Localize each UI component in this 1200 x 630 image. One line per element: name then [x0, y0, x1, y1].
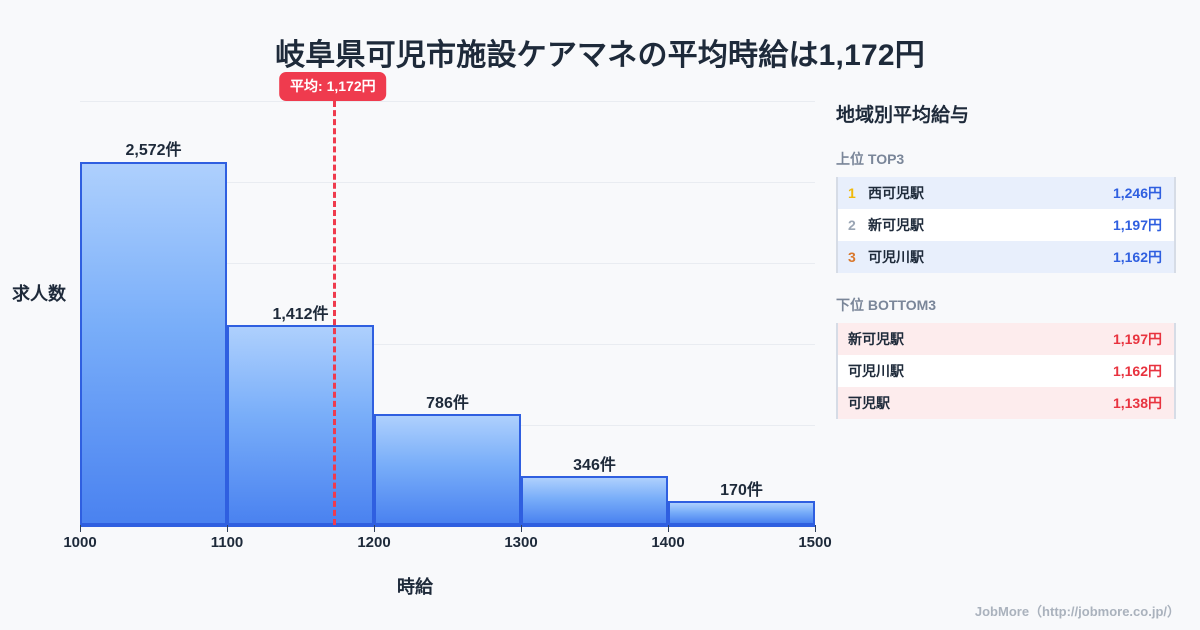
average-line — [332, 101, 336, 525]
rank-number: 2 — [848, 217, 856, 233]
x-axis-tick — [227, 525, 228, 532]
wage-value: 1,197円 — [1112, 217, 1162, 233]
wage-value: 1,246円 — [1112, 185, 1162, 201]
average-badge: 平均: 1,172円 — [279, 72, 387, 101]
bar-value-label: 2,572件 — [125, 142, 182, 160]
x-axis-tick-label: 1000 — [63, 534, 97, 551]
station-name: 可児川駅 — [848, 363, 904, 379]
region-salary-panel: 地域別平均給与 上位 TOP3 1 西可児駅 1,246円 2 新可児駅 1,197円 3 可… — [836, 100, 1176, 441]
bar[interactable] — [80, 161, 227, 525]
x-axis-label: 時給 — [397, 577, 433, 597]
x-axis-tick-label: 1200 — [357, 534, 391, 551]
wage-value: 1,138円 — [1112, 395, 1162, 411]
wage-value: 1,162円 — [1112, 363, 1162, 379]
bar-value-label: 786件 — [426, 394, 469, 412]
gridline — [80, 263, 815, 264]
bar-value-label: 1,412件 — [272, 306, 329, 324]
bottom3-row[interactable]: 新可児駅 1,197円 — [838, 323, 1174, 355]
gridline — [80, 182, 815, 183]
x-axis-tick-label: 1100 — [210, 534, 244, 551]
bar-value-label: 346件 — [573, 457, 616, 475]
x-axis-tick-label: 1400 — [651, 534, 685, 551]
bar[interactable] — [374, 413, 521, 525]
wage-value: 1,197円 — [1112, 331, 1162, 347]
station-name: 可児駅 — [848, 395, 890, 411]
top3-table: 1 西可児駅 1,246円 2 新可児駅 1,197円 3 可児川駅 1,162円 — [836, 177, 1176, 273]
top3-row[interactable]: 3 可児川駅 1,162円 — [838, 241, 1174, 273]
bar[interactable] — [668, 500, 815, 525]
top3-row[interactable]: 2 新可児駅 1,197円 — [838, 209, 1174, 241]
gridline — [80, 101, 815, 102]
bottom3-table: 新可児駅 1,197円可児川駅 1,162円可児駅 1,138円 — [836, 323, 1176, 419]
bar[interactable] — [521, 476, 668, 525]
x-axis-tick — [668, 525, 669, 532]
x-axis-tick — [521, 525, 522, 532]
plot-area: 2,572件 1,412件 786件 346件 170件 — [80, 101, 815, 525]
bottom3-heading: 下位 BOTTOM3 — [836, 297, 937, 313]
x-axis — [80, 525, 815, 527]
rank-number: 1 — [848, 185, 856, 201]
rank-number: 3 — [848, 249, 856, 265]
top3-heading: 上位 TOP3 — [836, 151, 905, 167]
bottom3-row[interactable]: 可児駅 1,138円 — [838, 387, 1174, 419]
x-axis-tick-label: 1500 — [798, 534, 832, 551]
y-axis-label: 求人数 — [12, 284, 66, 304]
gridline — [80, 344, 815, 345]
x-axis-tick — [374, 525, 375, 532]
watermark: JobMore（http://jobmore.co.jp/） — [974, 604, 1180, 619]
histogram-chart: 求人数 2,572件 1,412件 786件 346件 170件 平均: 1,1… — [0, 72, 832, 630]
x-axis-tick — [815, 525, 816, 532]
bar-value-label: 170件 — [720, 481, 763, 499]
x-axis-tick-label: 1300 — [504, 534, 538, 551]
station-name: 新可児駅 — [848, 331, 904, 347]
wage-value: 1,162円 — [1112, 249, 1162, 265]
station-name: 新可児駅 — [868, 217, 924, 233]
station-name: 西可児駅 — [868, 185, 924, 201]
panel-title: 地域別平均給与 — [836, 105, 970, 126]
page-title: 岐阜県可児市施設ケアマネの平均時給は1,172円 — [275, 39, 925, 72]
x-axis-tick — [80, 525, 81, 532]
bottom3-row[interactable]: 可児川駅 1,162円 — [838, 355, 1174, 387]
bar[interactable] — [227, 325, 374, 525]
station-name: 可児川駅 — [868, 249, 924, 265]
top3-row[interactable]: 1 西可児駅 1,246円 — [838, 177, 1174, 209]
